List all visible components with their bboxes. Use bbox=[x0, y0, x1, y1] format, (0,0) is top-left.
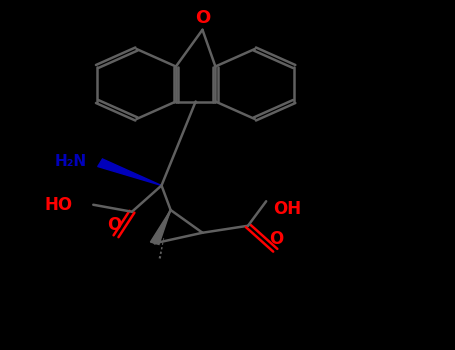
Text: O: O bbox=[269, 231, 283, 248]
Text: OH: OH bbox=[273, 199, 301, 217]
Text: HO: HO bbox=[45, 196, 73, 214]
Text: O: O bbox=[106, 217, 121, 235]
Text: H₂N: H₂N bbox=[54, 154, 86, 168]
Polygon shape bbox=[151, 210, 171, 244]
Text: O: O bbox=[195, 9, 210, 27]
Polygon shape bbox=[98, 159, 162, 186]
